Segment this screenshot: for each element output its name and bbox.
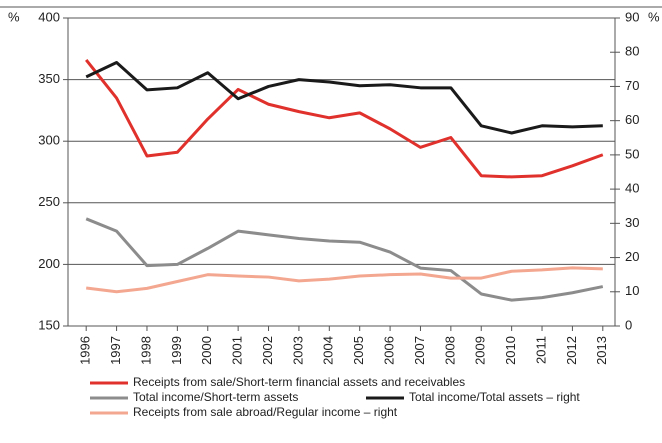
series-line: [85, 58, 604, 179]
y-tick-label: 400: [38, 9, 60, 24]
y-tick-label: 250: [38, 194, 60, 209]
x-tick-label: 2010: [503, 336, 518, 365]
x-tick-label: 2011: [533, 336, 548, 364]
x-tick-label: 2005: [351, 336, 366, 365]
y-tick-label: 350: [38, 71, 60, 86]
x-tick-label: 2006: [382, 336, 397, 365]
y2-tick-label: 0: [625, 317, 632, 332]
legend-label: Receipts from sale/Short-term financial …: [133, 375, 465, 389]
x-tick-label: 2002: [260, 336, 275, 365]
x-tick-label: 1998: [138, 336, 153, 365]
x-tick-label: 1996: [78, 336, 93, 365]
y2-tick-label: 70: [625, 78, 639, 93]
x-tick-label: 2013: [594, 336, 609, 365]
x-tick-label: 2003: [290, 336, 305, 365]
series-line: [86, 266, 603, 294]
y2-tick-label: 20: [625, 249, 639, 264]
x-tick-label: 2004: [321, 336, 336, 365]
x-tick-label: 2000: [199, 336, 214, 365]
legend-label: Total income/Total assets – right: [409, 390, 580, 404]
y2-tick-label: 90: [625, 9, 639, 24]
y-axis-unit: %: [8, 9, 20, 24]
y2-tick-label: 60: [625, 112, 639, 127]
x-tick-label: 2007: [412, 336, 427, 365]
x-tick-label: 2012: [564, 336, 579, 365]
y2-tick-label: 80: [625, 44, 639, 59]
x-tick-label: 1999: [169, 336, 184, 365]
y-tick-label: 150: [38, 317, 60, 332]
y2-axis-unit: %: [648, 9, 660, 24]
x-tick-label: 1997: [108, 336, 123, 365]
y2-tick-label: 50: [625, 146, 639, 161]
legend-label: Receipts from sale abroad/Regular income…: [133, 405, 398, 419]
x-tick-label: 2008: [442, 336, 457, 365]
y2-tick-label: 10: [625, 283, 639, 298]
y2-tick-label: 30: [625, 215, 639, 230]
series-line: [85, 217, 604, 302]
y2-tick-label: 40: [625, 181, 639, 196]
legend-label: Total income/Short-term assets: [133, 390, 298, 404]
series-line: [85, 60, 603, 135]
x-tick-label: 2009: [473, 336, 488, 365]
x-tick-label: 2001: [230, 336, 245, 365]
y-tick-label: 300: [38, 133, 60, 148]
y-tick-label: 200: [38, 256, 60, 271]
